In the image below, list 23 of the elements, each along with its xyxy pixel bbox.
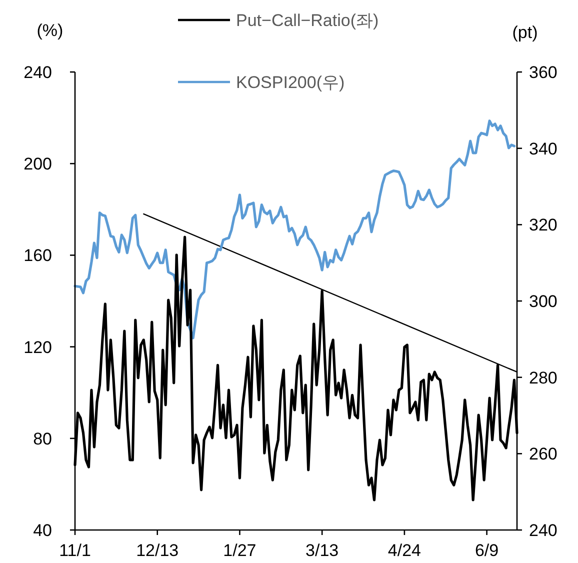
y2-tick-label: 280 <box>529 368 558 388</box>
y-tick-label: 160 <box>24 246 52 266</box>
y2-tick-label: 340 <box>529 139 558 158</box>
x-tick-label: 11/1 <box>59 541 91 560</box>
y2-axis-title: (pt) <box>512 23 538 42</box>
y-tick-label: 240 <box>24 63 52 82</box>
x-tick-label: 1/27 <box>223 541 256 560</box>
x-tick-label: 12/13 <box>136 541 179 560</box>
y2-tick-label: 300 <box>529 292 558 311</box>
x-tick-label: 3/13 <box>306 541 339 560</box>
y2-tick-label: 320 <box>529 216 558 235</box>
legend-label: KOSPI200(우) <box>236 73 345 92</box>
y-tick-label: 40 <box>33 521 52 540</box>
x-tick-label: 4/24 <box>388 541 421 560</box>
y2-tick-label: 260 <box>529 444 558 464</box>
y2-tick-label: 360 <box>529 63 558 82</box>
y2-tick-label: 240 <box>529 521 558 540</box>
legend-label: Put−Call−Ratio(좌) <box>236 11 379 30</box>
y-axis-title: (%) <box>36 21 64 40</box>
x-tick-label: 6/9 <box>474 541 499 560</box>
y-tick-label: 80 <box>33 429 52 448</box>
y-tick-label: 120 <box>24 338 52 357</box>
y-tick-label: 200 <box>24 154 52 174</box>
